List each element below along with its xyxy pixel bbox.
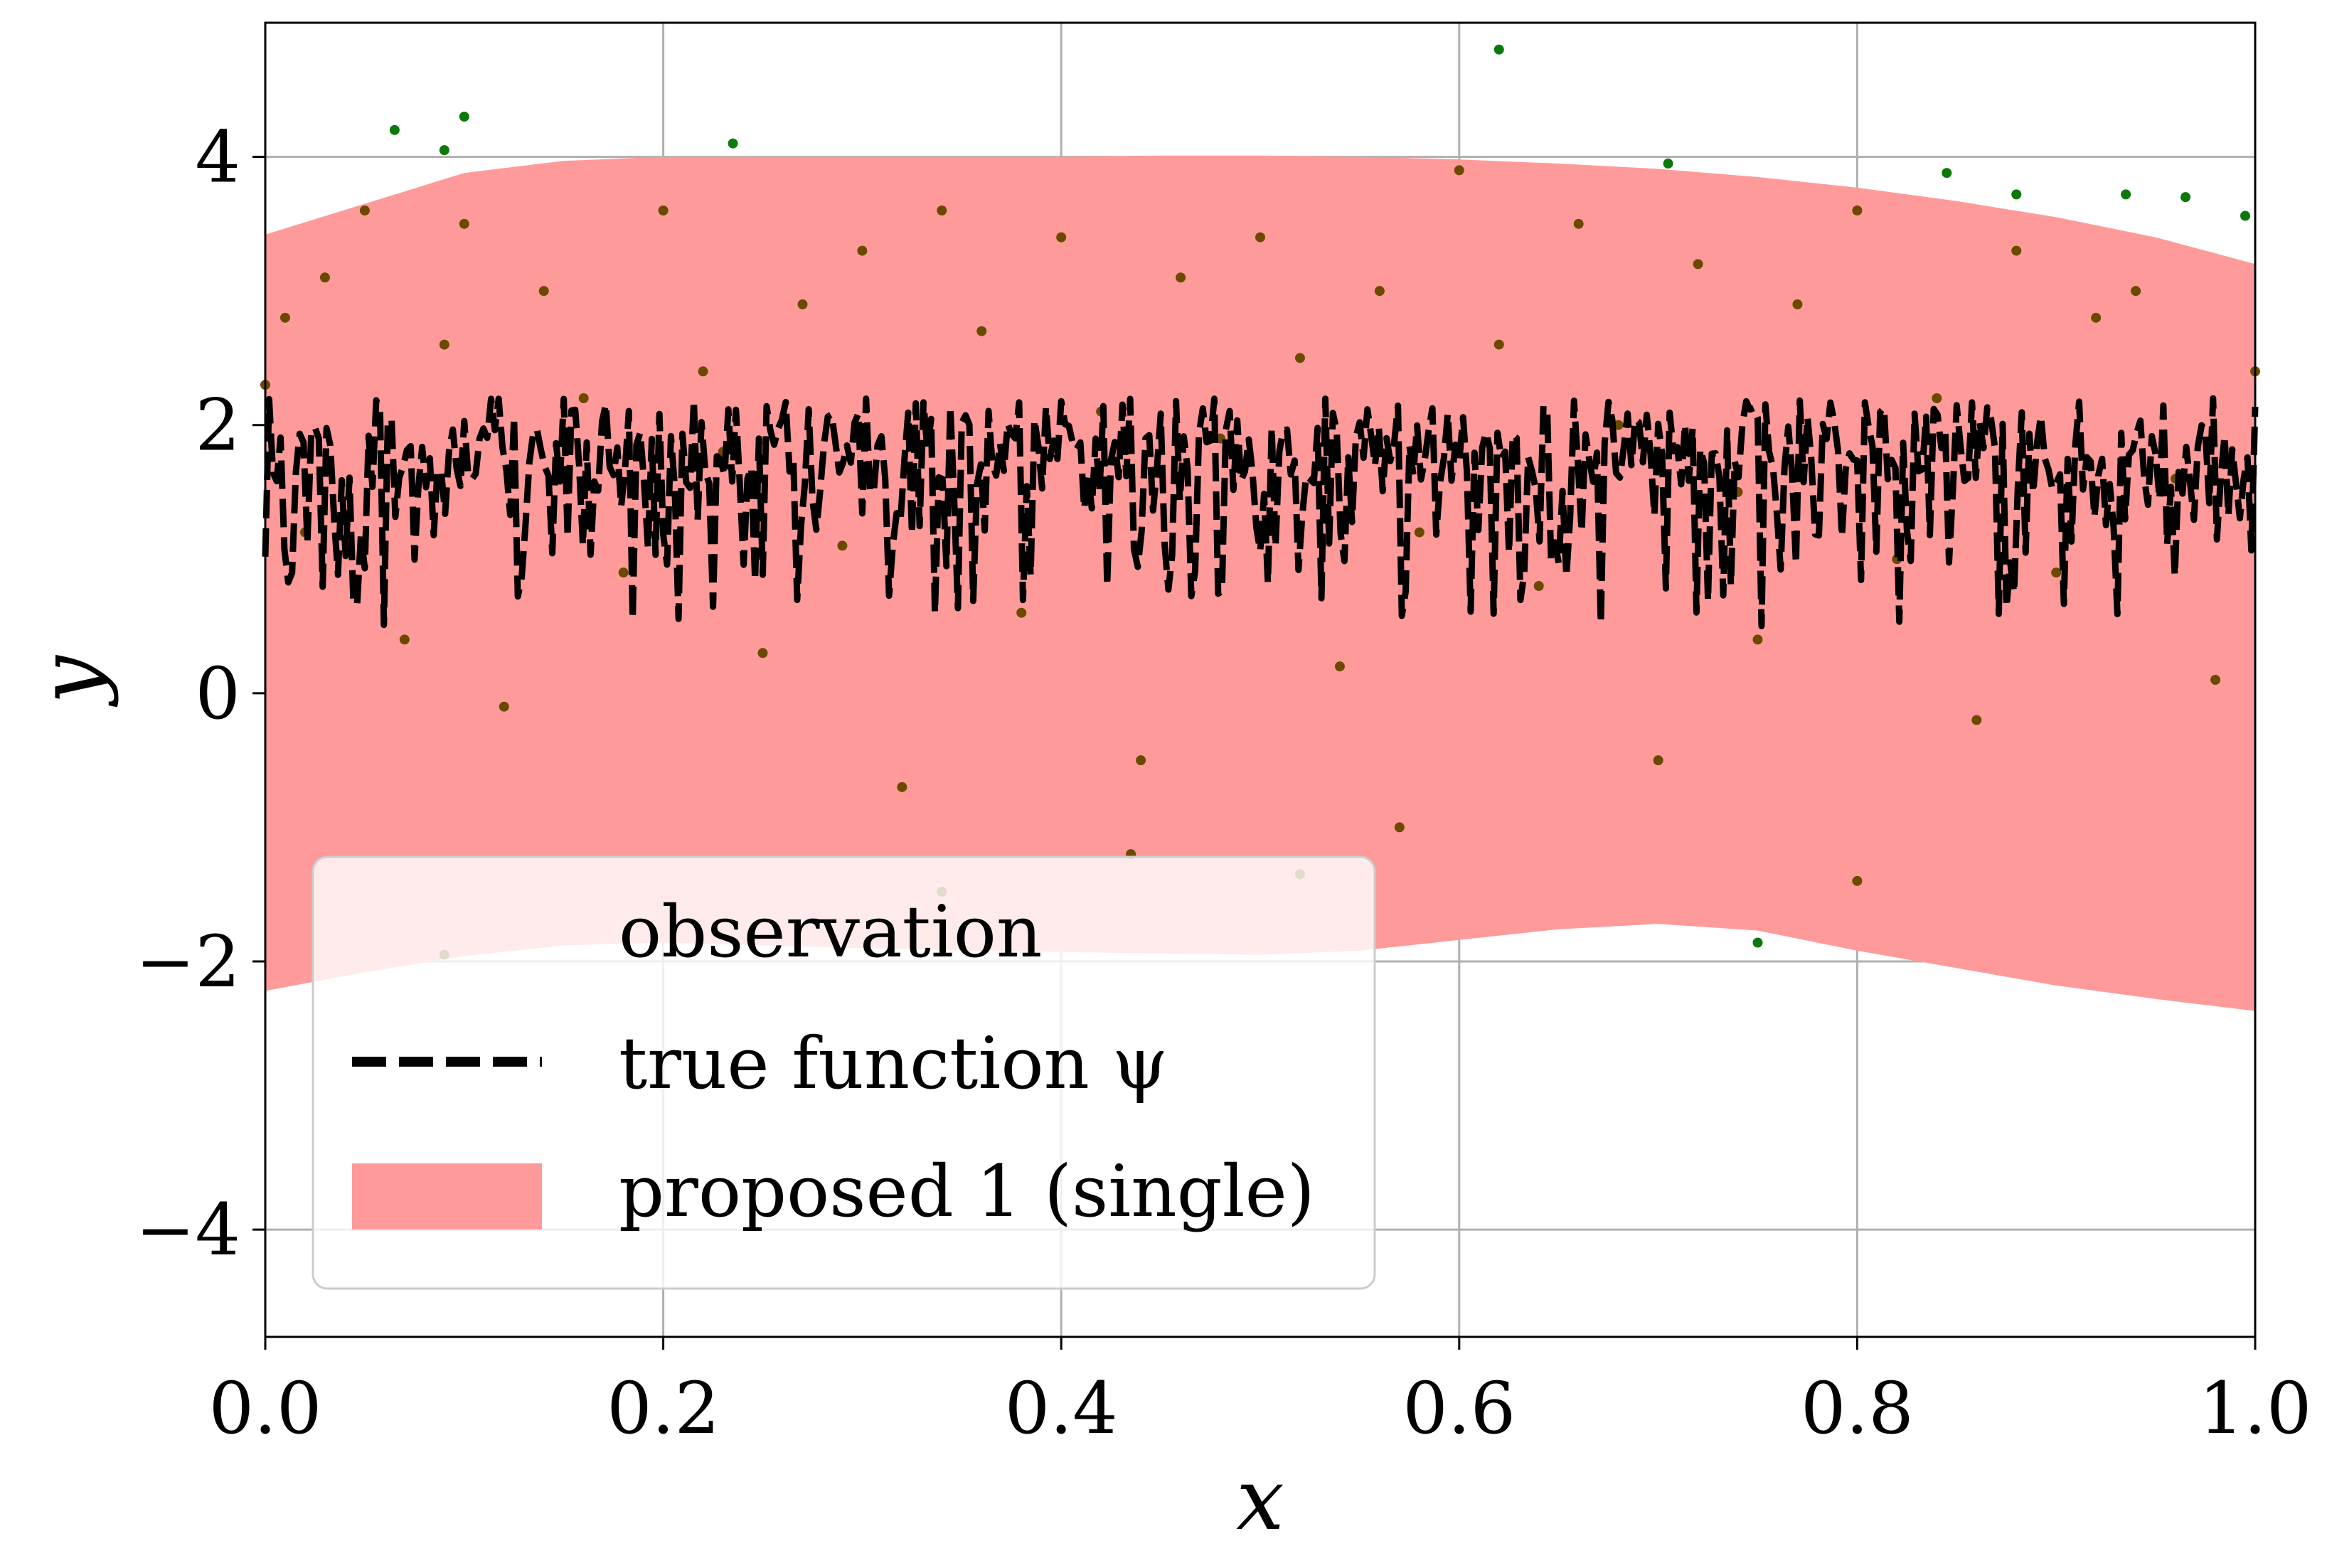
observation-point bbox=[728, 138, 738, 149]
observation-point bbox=[937, 206, 947, 215]
observation-point bbox=[319, 272, 330, 283]
observation-point bbox=[2210, 675, 2221, 685]
true-function-layer bbox=[262, 395, 2259, 629]
x-tick-label-4: 0.8 bbox=[1801, 1367, 1914, 1450]
observation-point bbox=[2240, 210, 2251, 221]
observation-point bbox=[1136, 755, 1146, 766]
observation-point bbox=[1016, 607, 1027, 618]
observation-point bbox=[1454, 165, 1464, 176]
observation-point bbox=[1942, 168, 1952, 178]
y-tick-label-0: −4 bbox=[136, 1188, 240, 1271]
observation-point bbox=[1852, 875, 1863, 886]
observation-point bbox=[1971, 715, 1982, 725]
observation-point bbox=[897, 782, 907, 792]
legend-item-proposed: proposed 1 (single) bbox=[352, 1150, 1315, 1233]
observation-point bbox=[389, 124, 400, 135]
observation-point bbox=[757, 648, 768, 658]
y-tick-label-3: 2 bbox=[195, 384, 240, 467]
x-tick-label-3: 0.6 bbox=[1402, 1367, 1516, 1450]
y-tick-label-2: 0 bbox=[195, 652, 240, 735]
y-tick-label-1: −2 bbox=[136, 920, 240, 1003]
observation-point bbox=[2180, 192, 2191, 203]
observation-point bbox=[2051, 567, 2062, 578]
observation-point bbox=[2011, 245, 2022, 256]
observation-point bbox=[1663, 159, 1673, 169]
observation-point bbox=[1932, 393, 1942, 403]
x-tick-label-1: 0.2 bbox=[607, 1367, 720, 1450]
observation-point bbox=[1573, 218, 1584, 229]
observation-point bbox=[1653, 755, 1663, 766]
legend-label-proposed: proposed 1 (single) bbox=[619, 1150, 1315, 1233]
observation-point bbox=[837, 540, 848, 551]
observation-point bbox=[1334, 661, 1345, 672]
legend-swatch-proposed bbox=[352, 1163, 542, 1230]
observation-point bbox=[439, 145, 449, 156]
observation-point bbox=[1374, 286, 1385, 297]
observation-point bbox=[797, 299, 808, 309]
legend-item-observation: observation bbox=[619, 890, 1042, 974]
observation-point bbox=[1533, 581, 1544, 591]
y-axis-label: y bbox=[21, 654, 120, 708]
x-tick-label-2: 0.4 bbox=[1005, 1367, 1118, 1450]
observation-point bbox=[1394, 822, 1405, 833]
observation-point bbox=[1693, 259, 1703, 270]
legend-label-true-function: true function ψ bbox=[619, 1022, 1168, 1105]
observation-point bbox=[1792, 299, 1803, 309]
observation-point bbox=[658, 206, 669, 215]
observation-point bbox=[1176, 272, 1186, 283]
legend-box bbox=[311, 855, 1376, 1290]
observation-point bbox=[578, 393, 589, 403]
observation-point bbox=[2011, 189, 2022, 200]
observation-point bbox=[698, 366, 708, 377]
true-function-line bbox=[262, 395, 2259, 629]
band-proposed-1 bbox=[265, 155, 2255, 1011]
observation-point bbox=[499, 701, 509, 712]
observation-point bbox=[538, 286, 549, 297]
x-tick-label-5: 1.0 bbox=[2198, 1367, 2311, 1450]
observation-point bbox=[279, 312, 290, 323]
y-ticks: −4 −2 0 2 4 bbox=[136, 116, 265, 1271]
observation-point bbox=[399, 634, 410, 645]
band-layer bbox=[265, 155, 2255, 1011]
observation-layer bbox=[260, 44, 2260, 960]
observation-point bbox=[439, 339, 449, 350]
legend-label-observation: observation bbox=[619, 890, 1042, 974]
observation-point bbox=[2091, 312, 2102, 323]
legend: observation true function ψ proposed 1 (… bbox=[311, 855, 1376, 1290]
plot-frame bbox=[264, 21, 2257, 1338]
observation-point bbox=[459, 218, 469, 229]
observation-point bbox=[1493, 339, 1504, 350]
observation-point bbox=[1752, 937, 1763, 948]
observation-point bbox=[2121, 189, 2131, 200]
observation-point bbox=[857, 245, 868, 256]
x-tick-label-0: 0.0 bbox=[208, 1367, 321, 1450]
x-ticks: 0.0 0.2 0.4 0.6 0.8 1.0 bbox=[208, 1337, 2312, 1450]
observation-point bbox=[1294, 353, 1305, 363]
observation-point bbox=[359, 206, 370, 215]
x-axis-label: x bbox=[1236, 1451, 1284, 1550]
y-tick-label-4: 4 bbox=[195, 116, 240, 199]
observation-point bbox=[1056, 232, 1067, 242]
observation-point bbox=[618, 567, 629, 578]
observation-point bbox=[1852, 206, 1863, 215]
observation-point bbox=[1493, 44, 1504, 55]
observation-point bbox=[1752, 634, 1763, 645]
observation-point bbox=[976, 326, 987, 336]
legend-item-true-function: true function ψ bbox=[352, 1022, 1168, 1105]
observation-point bbox=[1255, 232, 1265, 242]
observation-point bbox=[459, 112, 469, 122]
observation-point bbox=[1414, 527, 1425, 538]
observation-point bbox=[2131, 286, 2141, 297]
